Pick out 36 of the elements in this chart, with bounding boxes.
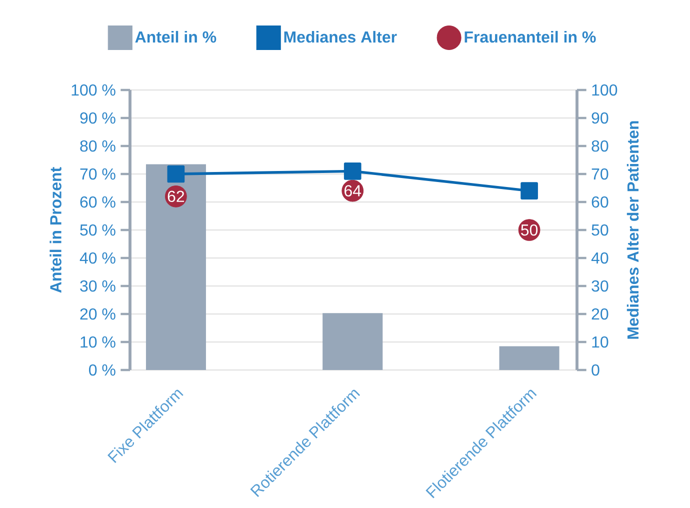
legend-label: Frauenanteil in % — [464, 30, 596, 43]
y-tick-label: 100 % — [72, 84, 116, 96]
y-tick-label: 50 % — [80, 224, 116, 236]
point — [344, 162, 362, 180]
point — [520, 182, 538, 200]
data-label: 62 — [168, 190, 184, 202]
y2-tick-label: 20 — [592, 308, 608, 320]
y-tick-label: 20 % — [80, 308, 116, 320]
y2-tick-label: 60 — [592, 196, 608, 208]
bar — [146, 164, 206, 370]
y2-tick-label: 100 — [592, 84, 618, 96]
y2-tick-label: 30 — [592, 280, 608, 292]
y2-tick-label: 40 — [591, 252, 608, 264]
bar — [499, 346, 560, 370]
y2-tick-label: 70 — [592, 168, 608, 180]
y-tick-label: 40 % — [80, 252, 116, 264]
data-label: 64 — [344, 185, 362, 196]
y-tick-label: 90 % — [80, 112, 116, 124]
legend-label: Medianes Alter — [284, 30, 397, 43]
y2-tick-label: 0 — [592, 364, 600, 376]
bar — [322, 313, 383, 370]
y2-tick-label: 50 — [592, 224, 608, 236]
legend-label: Anteil in % — [135, 30, 216, 43]
y-axis-title: Anteil in Prozent — [50, 167, 62, 293]
y2-tick-label: 10 — [592, 336, 608, 348]
y-tick-label: 70 % — [80, 168, 116, 180]
y-tick-label: 0 % — [89, 364, 116, 376]
y2-axis-title: Medianes Alter der Patienten — [626, 121, 639, 339]
y-tick-label: 80 % — [80, 140, 116, 152]
y2-tick-label: 90 — [592, 112, 608, 124]
y-tick-label: 30 % — [80, 280, 116, 292]
data-label: 50 — [521, 224, 538, 236]
point — [167, 165, 185, 183]
y-tick-label: 60 % — [80, 196, 116, 208]
y-tick-label: 10 % — [80, 336, 116, 348]
y2-tick-label: 80 — [592, 140, 608, 152]
